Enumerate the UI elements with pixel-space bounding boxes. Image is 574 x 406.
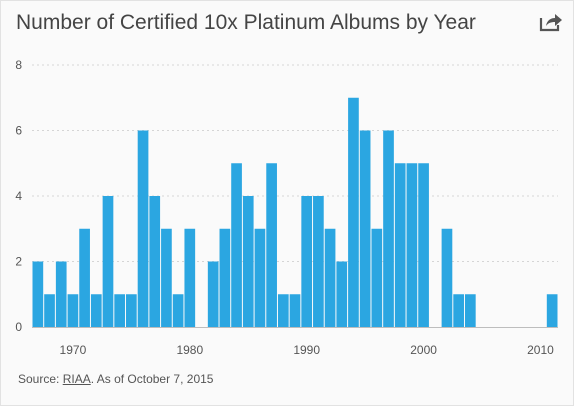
- bar-1968: [44, 294, 55, 327]
- bar-1982: [207, 261, 219, 327]
- bar-1976: [137, 130, 149, 327]
- bar-1990: [301, 196, 313, 327]
- bar-1992: [324, 228, 336, 327]
- x-tick-label-1980: 1980: [176, 343, 203, 357]
- bar-2004: [464, 294, 476, 327]
- bar-1978: [161, 228, 172, 327]
- bar-1974: [114, 294, 126, 327]
- bar-1991: [313, 196, 324, 327]
- y-tick-label-2: 2: [15, 255, 22, 269]
- source-note: Source: RIAA. As of October 7, 2015: [18, 372, 213, 386]
- bar-1971: [79, 228, 90, 327]
- bar-1979: [172, 294, 184, 327]
- bar-1972: [90, 294, 102, 327]
- bar-1980: [184, 228, 196, 327]
- bar-2002: [441, 228, 453, 327]
- bar-1969: [55, 261, 67, 327]
- bar-1984: [231, 163, 242, 327]
- bar-1970: [67, 294, 79, 327]
- bar-1973: [102, 196, 114, 327]
- source-prefix: Source:: [18, 372, 63, 386]
- bar-2003: [453, 294, 464, 327]
- bar-1996: [371, 228, 383, 327]
- bar-2000: [418, 163, 429, 327]
- x-tick-label-2000: 2000: [410, 343, 437, 357]
- bar-1995: [359, 130, 371, 327]
- y-tick-label-6: 6: [15, 124, 22, 138]
- x-tick-label-2010: 2010: [527, 343, 554, 357]
- bar-1986: [254, 228, 266, 327]
- bar-1987: [266, 163, 277, 327]
- y-tick-label-4: 4: [15, 189, 22, 203]
- bar-1967: [32, 261, 44, 327]
- chart-title: Number of Certified 10x Platinum Albums …: [16, 11, 476, 34]
- bar-1993: [336, 261, 348, 327]
- y-tick-label-0: 0: [15, 320, 22, 334]
- share-button[interactable]: [539, 12, 563, 32]
- bar-1985: [242, 196, 254, 327]
- bar-1977: [149, 196, 161, 327]
- source-link[interactable]: RIAA: [62, 372, 91, 386]
- source-suffix: . As of October 7, 2015: [90, 372, 214, 386]
- bar-1989: [289, 294, 301, 327]
- share-icon: [539, 14, 562, 32]
- bar-2011: [546, 294, 558, 327]
- x-tick-label-1970: 1970: [60, 343, 87, 357]
- bar-1998: [394, 163, 406, 327]
- bar-1997: [383, 130, 394, 327]
- y-tick-label-8: 8: [15, 58, 22, 72]
- bar-1975: [126, 294, 137, 327]
- bar-1999: [406, 163, 418, 327]
- bar-1983: [219, 228, 231, 327]
- bar-1994: [348, 97, 359, 327]
- x-tick-label-1990: 1990: [293, 343, 320, 357]
- bar-1988: [277, 294, 289, 327]
